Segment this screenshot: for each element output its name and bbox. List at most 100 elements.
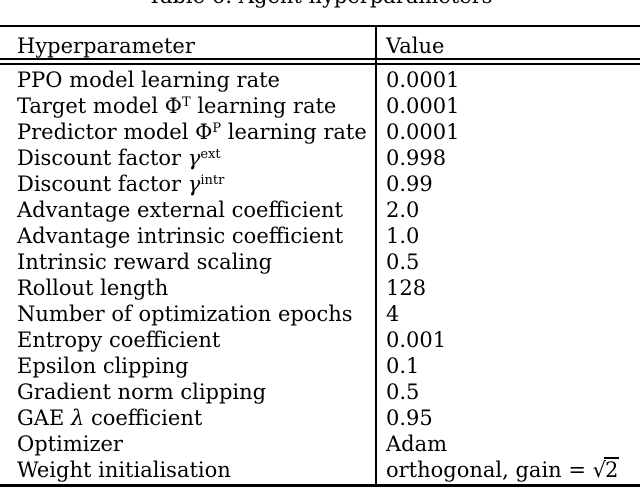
table-bottom-rule <box>0 484 640 487</box>
table-row: Weight initialisation orthogonal, gain = … <box>0 457 640 483</box>
value-cell: orthogonal, gain = √2 <box>376 457 620 483</box>
table-row: Gradient norm clipping 0.5 <box>0 379 640 405</box>
table-row: Predictor model ΦP learning rate 0.0001 <box>0 119 640 145</box>
hyperparameter-cell: PPO model learning rate <box>0 67 376 93</box>
hyperparameter-cell: Number of optimization epochs <box>0 301 376 327</box>
text-run: Intrinsic reward scaling <box>17 250 273 274</box>
math-symbol: λ <box>70 406 85 430</box>
value-cell: 2.0 <box>376 197 419 223</box>
text-run: Entropy coefficient <box>17 328 221 352</box>
superscript-text: ext <box>200 147 221 162</box>
value-cell: Adam <box>376 431 447 457</box>
text-run: 0.5 <box>386 380 420 404</box>
text-run: 0.0001 <box>386 94 460 118</box>
table-caption-cropped: Table 6: Agent hyperparameters <box>0 0 640 9</box>
value-cell: 0.95 <box>376 405 433 431</box>
text-run: Number of optimization epochs <box>17 302 353 326</box>
table-row: Optimizer Adam <box>0 431 640 457</box>
text-run: PPO model learning rate <box>17 68 280 92</box>
text-run: Target model <box>17 94 165 118</box>
text-run: Gradient norm clipping <box>17 380 267 404</box>
superscript-text: T <box>181 95 191 110</box>
hyperparameter-cell: Gradient norm clipping <box>0 379 376 405</box>
text-run: orthogonal, gain = <box>386 458 593 482</box>
table-row: Epsilon clipping 0.1 <box>0 353 640 379</box>
text-run: 0.001 <box>386 328 447 352</box>
table-row: Advantage external coefficient 2.0 <box>0 197 640 223</box>
text-run: Advantage intrinsic coefficient <box>17 224 344 248</box>
column-divider-rule <box>375 26 377 485</box>
superscript-text: P <box>212 121 222 136</box>
text-run: 0.99 <box>386 172 433 196</box>
hyperparameter-cell: Discount factor γext <box>0 145 376 171</box>
value-cell: 1.0 <box>376 223 419 249</box>
value-cell: 0.1 <box>376 353 419 379</box>
hyperparameter-cell: Intrinsic reward scaling <box>0 249 376 275</box>
text-run: 0.5 <box>386 250 420 274</box>
table-header-row: Hyperparameter Value <box>0 33 640 59</box>
value-cell: 0.001 <box>376 327 446 353</box>
table-row: Rollout length 128 <box>0 275 640 301</box>
text-run: Φ <box>164 94 182 118</box>
value-cell: 0.99 <box>376 171 433 197</box>
hyperparameter-cell: Optimizer <box>0 431 376 457</box>
text-run: learning rate <box>221 120 367 144</box>
superscript-text: intr <box>200 173 225 188</box>
hyperparameter-cell: Advantage intrinsic coefficient <box>0 223 376 249</box>
text-run: GAE <box>17 406 71 430</box>
header-double-rule-top <box>0 58 640 60</box>
value-cell: 0.998 <box>376 145 446 171</box>
text-run: 1.0 <box>386 224 420 248</box>
hyperparameter-cell: Advantage external coefficient <box>0 197 376 223</box>
hyperparameter-cell: Entropy coefficient <box>0 327 376 353</box>
text-run: Adam <box>386 432 448 456</box>
text-run: 4 <box>386 302 400 326</box>
header-double-rule-bottom <box>0 63 640 65</box>
header-cell-value: Value <box>386 34 445 58</box>
text-run: Epsilon clipping <box>17 354 189 378</box>
text-run: 0.0001 <box>386 68 460 92</box>
table-row: Number of optimization epochs 4 <box>0 301 640 327</box>
table-body: PPO model learning rate 0.0001 Target mode… <box>0 67 640 483</box>
value-cell: 0.5 <box>376 379 419 405</box>
table-row: Intrinsic reward scaling 0.5 <box>0 249 640 275</box>
table-row: PPO model learning rate 0.0001 <box>0 67 640 93</box>
hyperparameter-cell: Rollout length <box>0 275 376 301</box>
radicand: 2 <box>604 457 620 482</box>
text-run: 0.1 <box>386 354 420 378</box>
text-run: 0.0001 <box>386 120 460 144</box>
table-row: GAE λ coefficient 0.95 <box>0 405 640 431</box>
value-cell: 0.0001 <box>376 93 459 119</box>
table-row: Advantage intrinsic coefficient 1.0 <box>0 223 640 249</box>
math-symbol: γ <box>187 146 201 170</box>
hyperparameter-cell: GAE λ coefficient <box>0 405 376 431</box>
value-cell: 0.0001 <box>376 119 459 145</box>
hyperparameter-cell: Target model ΦT learning rate <box>0 93 376 119</box>
value-cell: 0.5 <box>376 249 419 275</box>
text-run: learning rate <box>190 94 337 118</box>
text-run: Discount factor <box>17 172 188 196</box>
text-run: Advantage external coefficient <box>17 198 343 222</box>
math-symbol: γ <box>187 172 201 196</box>
text-run: Predictor model <box>17 120 196 144</box>
text-run: 0.998 <box>386 146 447 170</box>
text-run: Weight initialisation <box>17 458 231 482</box>
value-cell: 128 <box>376 275 426 301</box>
text-run: Rollout length <box>17 276 169 300</box>
table-caption-text: Table 6: Agent hyperparameters <box>0 0 640 9</box>
sqrt-expression: √2 <box>592 457 620 482</box>
text-run: 2.0 <box>386 198 420 222</box>
text-run: 128 <box>386 276 427 300</box>
value-cell: 0.0001 <box>376 67 459 93</box>
table-row: Entropy coefficient 0.001 <box>0 327 640 353</box>
hyperparameter-cell: Weight initialisation <box>0 457 376 483</box>
hyperparameter-cell: Predictor model ΦP learning rate <box>0 119 376 145</box>
text-run: Discount factor <box>17 146 188 170</box>
radical-sign: √ <box>592 458 607 482</box>
table-top-rule <box>0 25 640 27</box>
text-run: 0.95 <box>386 406 433 430</box>
table-row: Target model ΦT learning rate 0.0001 <box>0 93 640 119</box>
value-cell: 4 <box>376 301 399 327</box>
